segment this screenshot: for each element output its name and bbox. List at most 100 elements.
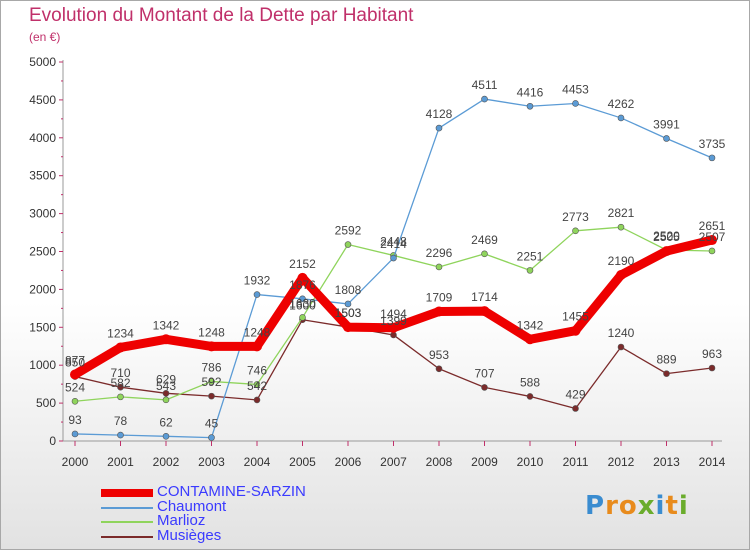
data-point xyxy=(162,390,170,397)
data-point xyxy=(390,254,397,262)
data-point xyxy=(297,272,308,283)
data-label: 2651 xyxy=(699,219,726,233)
y-tick-label: 1500 xyxy=(29,320,56,334)
data-label: 707 xyxy=(474,366,494,380)
data-label: 850 xyxy=(65,356,85,370)
data-point xyxy=(162,396,170,404)
x-tick-label: 2003 xyxy=(198,455,225,469)
data-labels: 850 710 629 592 542 1600 1503 1399 953 707 588 429 1… xyxy=(65,78,726,431)
data-label: 45 xyxy=(205,417,219,431)
data-label: 4262 xyxy=(608,97,635,111)
data-point xyxy=(343,322,353,333)
data-point xyxy=(661,246,672,257)
data-point xyxy=(299,314,306,321)
x-tick-label: 2013 xyxy=(653,455,680,469)
data-label: 1494 xyxy=(380,307,407,321)
data-point xyxy=(526,393,534,400)
proxiti-logo: Proxiti xyxy=(585,491,689,521)
data-label: 3991 xyxy=(653,117,680,131)
data-point xyxy=(572,405,579,412)
data-label: 542 xyxy=(247,379,267,393)
data-point xyxy=(435,124,443,132)
data-label: 1932 xyxy=(244,274,271,288)
data-point xyxy=(70,369,80,380)
legend-swatch xyxy=(101,535,153,538)
x-tick-label: 2007 xyxy=(380,455,407,469)
data-label: 2821 xyxy=(608,206,635,220)
data-label: 2469 xyxy=(471,233,498,247)
data-label: 1630 xyxy=(289,296,316,310)
data-label: 1808 xyxy=(335,283,362,297)
data-label: 1503 xyxy=(335,306,362,320)
axes: 0 500 1000 1500 2000 2500 3000 3500 4000 4500 5000… xyxy=(29,55,725,469)
data-label: 2507 xyxy=(699,230,726,244)
data-point xyxy=(253,291,261,298)
data-point xyxy=(388,322,399,333)
data-point xyxy=(71,397,79,405)
x-tick-label: 2005 xyxy=(289,455,316,469)
data-point xyxy=(570,325,581,336)
data-point xyxy=(663,135,670,142)
data-label: 2190 xyxy=(608,254,635,268)
data-point xyxy=(253,396,261,404)
data-point xyxy=(435,365,443,373)
data-point xyxy=(481,95,488,103)
data-point xyxy=(526,267,534,274)
legend-swatch xyxy=(101,489,153,497)
data-point xyxy=(161,334,171,345)
data-label: 2152 xyxy=(289,257,316,271)
data-label: 2414 xyxy=(380,237,407,251)
data-label: 588 xyxy=(520,375,540,389)
data-label: 746 xyxy=(247,363,267,377)
data-point xyxy=(206,341,217,352)
data-point xyxy=(707,235,717,246)
data-label: 1342 xyxy=(153,318,180,332)
data-point xyxy=(481,384,488,391)
data-point xyxy=(616,269,626,280)
data-point xyxy=(208,392,215,400)
x-tick-label: 2009 xyxy=(471,455,498,469)
data-point xyxy=(481,250,488,258)
chart-title: Evolution du Montant de la Dette par Hab… xyxy=(29,5,414,26)
x-tick-label: 2000 xyxy=(62,455,89,469)
series-lines xyxy=(70,95,717,441)
data-point xyxy=(71,430,79,438)
x-tick-label: 2008 xyxy=(426,455,453,469)
y-tick-label: 3000 xyxy=(29,207,56,221)
data-label: 710 xyxy=(110,366,130,380)
data-label: 1248 xyxy=(244,325,271,339)
y-tick-label: 0 xyxy=(49,434,56,448)
x-tick-label: 2002 xyxy=(153,455,180,469)
data-label: 1876 xyxy=(289,278,316,292)
data-point xyxy=(525,334,535,345)
data-label: 2296 xyxy=(426,246,453,260)
data-label: 429 xyxy=(565,387,585,401)
data-label: 963 xyxy=(702,347,722,361)
data-label: 2592 xyxy=(335,224,362,238)
data-label: 1234 xyxy=(107,326,134,340)
data-label: 2505 xyxy=(653,230,680,244)
data-label: 786 xyxy=(201,360,221,374)
data-point xyxy=(252,341,262,352)
legend-swatch xyxy=(101,506,153,509)
data-label: 524 xyxy=(65,380,85,394)
data-point xyxy=(253,381,261,388)
data-label: 1342 xyxy=(517,318,544,332)
data-label: 1240 xyxy=(608,326,635,340)
x-tick-label: 2006 xyxy=(335,455,362,469)
data-point xyxy=(299,295,306,303)
x-tick-label: 2012 xyxy=(608,455,635,469)
data-label: 2773 xyxy=(562,210,589,224)
y-tick-label: 500 xyxy=(36,396,56,410)
data-label: 4128 xyxy=(426,107,453,121)
data-label: 62 xyxy=(159,415,173,429)
data-label: 1503 xyxy=(335,306,362,320)
data-point xyxy=(208,434,215,441)
data-point xyxy=(572,227,579,235)
legend-label: Chaumont xyxy=(157,497,227,515)
data-label: 953 xyxy=(429,348,449,362)
data-point xyxy=(617,223,625,231)
data-label: 592 xyxy=(201,375,221,389)
data-label: 1714 xyxy=(471,290,498,304)
